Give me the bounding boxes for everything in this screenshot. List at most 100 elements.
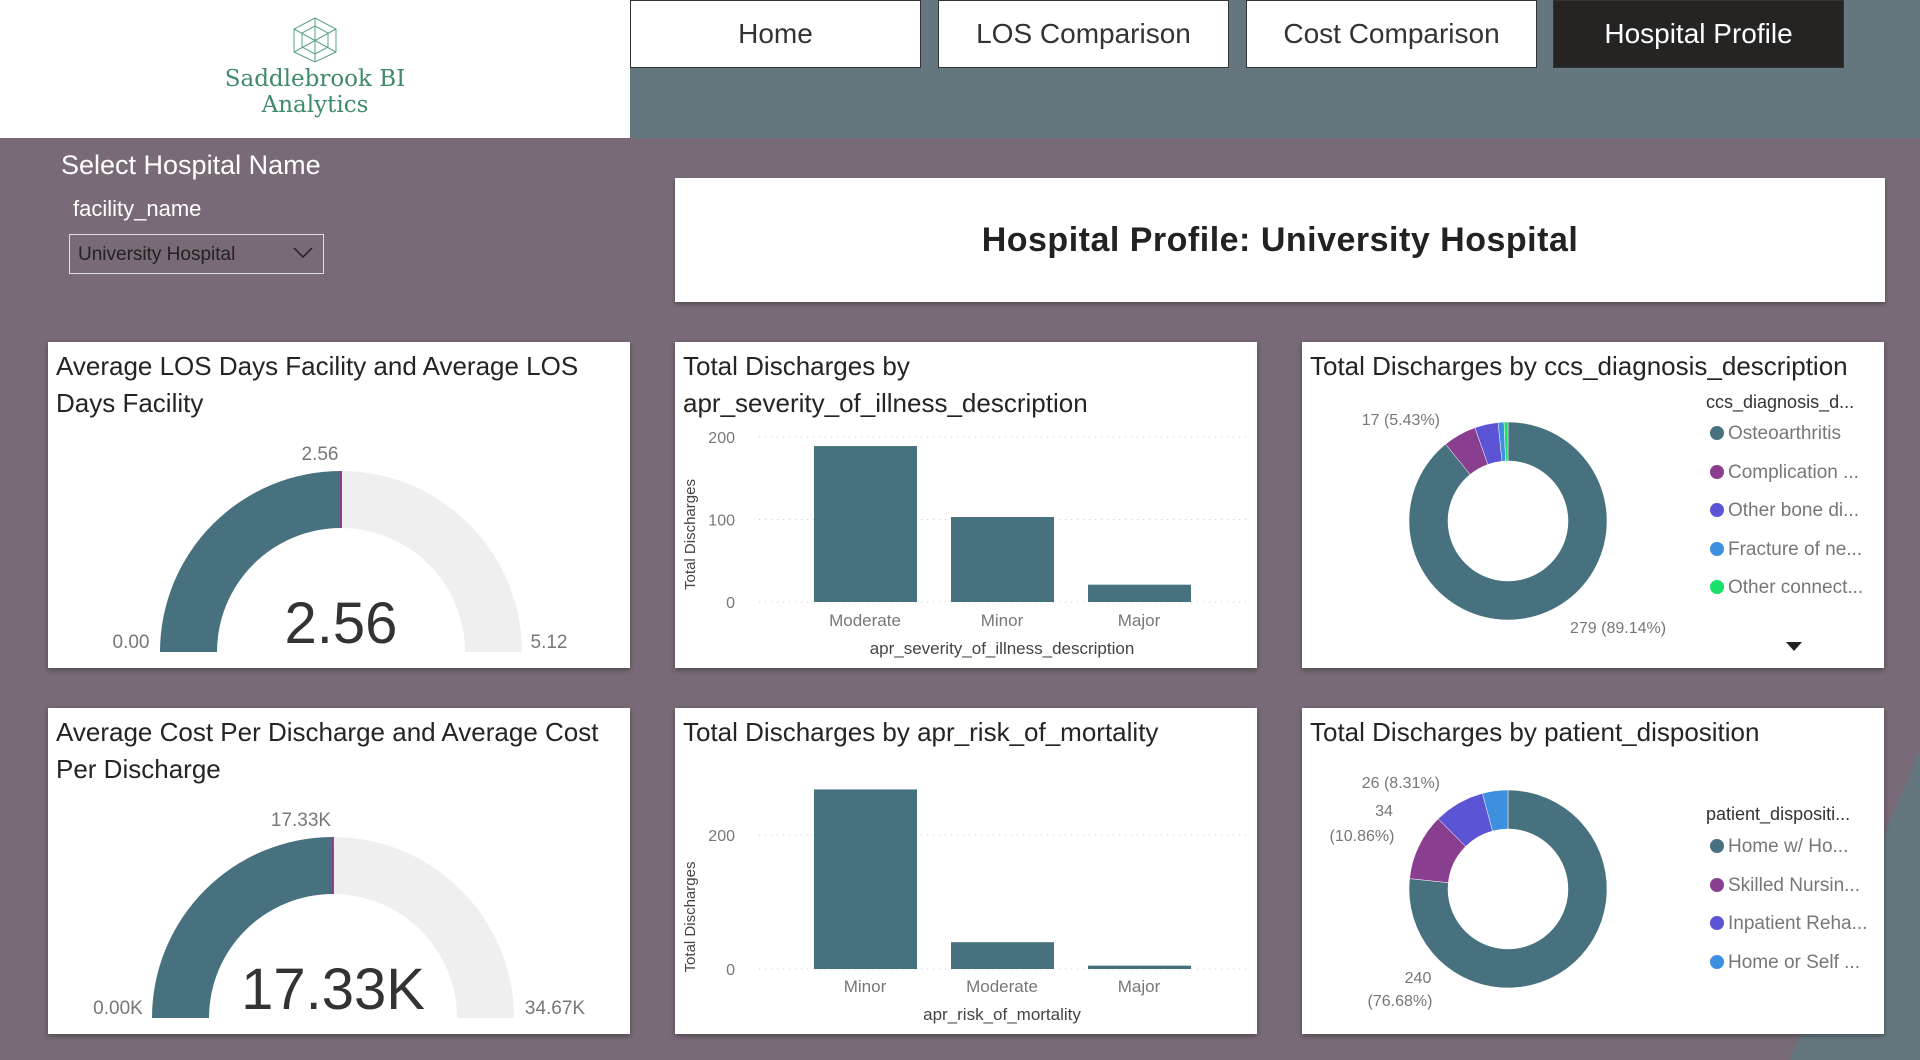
bar-major xyxy=(1088,965,1191,969)
donut-slice xyxy=(1408,421,1608,621)
logo-cube-icon xyxy=(293,17,337,63)
legend-scroll-down-icon[interactable] xyxy=(1786,642,1802,652)
legend-label: Other connect... xyxy=(1728,577,1864,598)
legend-title: ccs_diagnosis_d... xyxy=(1706,392,1855,412)
nav-hospital-profile-button[interactable]: Hospital Profile xyxy=(1553,0,1844,68)
legend-label: Inpatient Reha... xyxy=(1728,913,1868,934)
legend-label: Complication ... xyxy=(1728,461,1859,483)
gauge-card-los: Average LOS Days Facility and Average LO… xyxy=(48,342,630,668)
gauge-max-label: 5.12 xyxy=(530,632,568,653)
donut-slice xyxy=(1503,421,1509,462)
disposition-donut-chart xyxy=(1408,789,1608,989)
hospital-dropdown[interactable]: University Hospital xyxy=(69,234,324,274)
severity-bar-chart: 0 100 200 Moderate Minor Major apr_severity_of… xyxy=(682,430,1249,658)
legend-dot-icon xyxy=(1710,839,1724,853)
logo-line1: Saddlebrook BI xyxy=(224,66,406,92)
y-tick-label: 0 xyxy=(726,962,735,979)
legend-dot-icon xyxy=(1710,426,1724,440)
legend-label: Fracture of ne... xyxy=(1728,538,1863,560)
legend-dot-icon xyxy=(1710,580,1724,594)
y-axis-title: Total Discharges xyxy=(682,862,699,973)
x-axis-title: apr_risk_of_mortality xyxy=(923,1005,1081,1024)
x-tick-label: Major xyxy=(1118,977,1161,996)
data-label: 26 (8.31%) xyxy=(1361,775,1440,792)
gauge-target-label: 2.56 xyxy=(301,444,339,465)
diagnosis-donut-chart xyxy=(1408,421,1608,621)
gauge-fill xyxy=(160,471,341,652)
legend-item[interactable]: Complication ... xyxy=(1710,462,1859,484)
legend-dot-icon xyxy=(1710,954,1724,969)
legend-title: patient_dispositi... xyxy=(1706,804,1851,824)
gauge-target-label: 17.33K xyxy=(270,810,332,831)
page-title: Hospital Profile: University Hospital xyxy=(675,178,1885,302)
card-title: Total Discharges by ccs_diagnosis_descri… xyxy=(1310,351,1848,381)
diagnosis-donut-card: Total Discharges by ccs_diagnosis_descri… xyxy=(1302,342,1884,668)
gauge-value: 17.33K xyxy=(241,957,425,1022)
card-title: Total Discharges by patient_disposition xyxy=(1310,717,1760,747)
donut-slice xyxy=(1482,789,1509,832)
los-gauge xyxy=(160,471,522,652)
legend-label: Home or Self ... xyxy=(1728,951,1860,973)
logo: Saddlebrook BI Analytics xyxy=(0,0,630,138)
gauge-max-label: 34.67K xyxy=(524,998,586,1019)
bar-moderate xyxy=(951,942,1054,969)
legend-dot-icon xyxy=(1710,916,1724,930)
legend-item[interactable]: Inpatient Reha... xyxy=(1710,913,1867,935)
data-label: 279 (89.14%) xyxy=(1570,620,1667,637)
legend-item[interactable]: Osteoarthritis xyxy=(1710,423,1841,445)
disposition-donut-card: Total Discharges by patient_disposition … xyxy=(1302,708,1884,1034)
gauge-card-cost: Average Cost Per Discharge and Average C… xyxy=(48,708,630,1034)
data-label: (10.86%) xyxy=(1329,828,1395,845)
bar-minor xyxy=(951,517,1054,602)
slicer-field-label: facility_name xyxy=(73,196,202,221)
y-tick-label: 200 xyxy=(708,828,735,845)
card-title: Average Cost Per Discharge and Average C… xyxy=(56,717,599,784)
gauge-fill xyxy=(152,837,333,1018)
nav-cost-comparison-button[interactable]: Cost Comparison xyxy=(1246,0,1537,68)
severity-bar-card: Total Discharges by apr_severity_of_illn… xyxy=(675,342,1257,668)
gauge-value: 2.56 xyxy=(284,591,398,656)
legend-dot-icon xyxy=(1710,541,1724,556)
y-axis-title: Total Discharges xyxy=(682,479,699,590)
hospital-dropdown-value: University Hospital xyxy=(78,244,236,265)
y-tick-label: 100 xyxy=(708,513,735,530)
x-tick-label: Minor xyxy=(844,977,887,996)
legend-label: Osteoarthritis xyxy=(1728,423,1841,444)
x-tick-label: Moderate xyxy=(966,977,1038,996)
legend-item[interactable]: Home w/ Ho... xyxy=(1710,836,1848,858)
data-label: 17 (5.43%) xyxy=(1361,412,1440,429)
cost-gauge xyxy=(152,836,514,1018)
legend-item[interactable]: Home or Self ... xyxy=(1710,952,1860,974)
legend-item[interactable]: Other bone di... xyxy=(1710,500,1859,522)
donut-slice xyxy=(1408,789,1608,989)
legend-label: Other bone di... xyxy=(1728,500,1859,521)
legend-dot-icon xyxy=(1710,464,1724,479)
legend-item[interactable]: Skilled Nursin... xyxy=(1710,875,1860,897)
chevron-down-icon xyxy=(293,247,313,259)
y-tick-label: 200 xyxy=(708,430,735,447)
legend-dot-icon xyxy=(1710,503,1724,517)
card-title: Average LOS Days Facility and Average LO… xyxy=(56,351,579,418)
x-axis-title: apr_severity_of_illness_description xyxy=(870,639,1135,658)
y-tick-label: 0 xyxy=(726,595,735,612)
bar-moderate xyxy=(814,446,917,602)
data-label: (76.68%) xyxy=(1367,993,1433,1010)
logo-line2: Analytics xyxy=(261,92,369,118)
mortality-bar-chart: 0 200 Minor Moderate Major apr_risk_of_mortal… xyxy=(682,789,1249,1024)
gauge-min-label: 0.00K xyxy=(93,998,143,1019)
legend-dot-icon xyxy=(1710,877,1724,892)
data-label: 240 xyxy=(1404,970,1432,987)
card-title: Total Discharges by apr_risk_of_mortalit… xyxy=(683,717,1159,747)
bar-minor xyxy=(814,789,917,969)
bar-major xyxy=(1088,584,1191,602)
legend-label: Skilled Nursin... xyxy=(1728,874,1860,896)
gauge-min-label: 0.00 xyxy=(112,632,150,653)
legend-item[interactable]: Other connect... xyxy=(1710,577,1863,599)
x-tick-label: Major xyxy=(1118,611,1161,630)
data-label: 34 xyxy=(1375,803,1393,820)
legend-item[interactable]: Fracture of ne... xyxy=(1710,539,1862,561)
x-tick-label: Minor xyxy=(981,611,1024,630)
nav-los-comparison-button[interactable]: LOS Comparison xyxy=(938,0,1229,68)
mortality-bar-card: Total Discharges by apr_risk_of_mortalit… xyxy=(675,708,1257,1034)
nav-home-button[interactable]: Home xyxy=(630,0,921,68)
